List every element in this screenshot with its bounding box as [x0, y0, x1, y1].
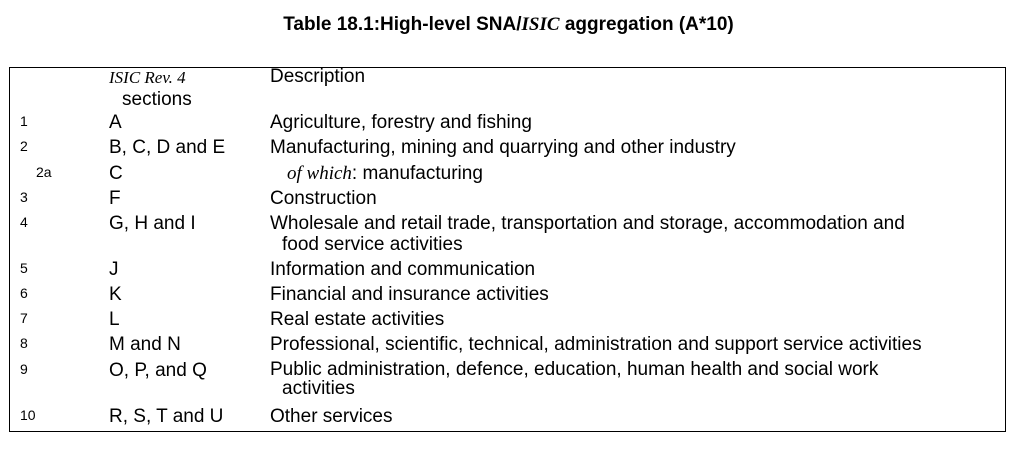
row-description: Manufacturing, mining and quarrying and …	[270, 137, 736, 158]
row-description: Professional, scientific, technical, adm…	[270, 334, 922, 355]
row-description: Construction	[270, 188, 377, 209]
row-description: Other services	[270, 406, 393, 427]
header-isic-rev: ISIC Rev. 4	[109, 68, 186, 87]
row-sections: O, P, and Q	[109, 360, 207, 381]
header-sections: sections	[122, 89, 192, 110]
table-title-prefix: Table 18.1:High-level SNA/	[283, 14, 522, 35]
row-number: 4	[20, 214, 28, 230]
row-description-line1: Wholesale and retail trade, transportati…	[270, 213, 905, 234]
row-sections: C	[109, 163, 123, 184]
row-sections: K	[109, 284, 122, 305]
row-number: 10	[20, 407, 36, 423]
row-number: 9	[20, 361, 28, 377]
row-number: 1	[20, 113, 28, 129]
row-sections: M and N	[109, 334, 181, 355]
row-description: of which: manufacturing	[270, 163, 1017, 184]
row-number: 2a	[36, 164, 52, 180]
row-sections: B, C, D and E	[109, 137, 226, 158]
table-title: Table 18.1:High-level SNA/ISIC aggregati…	[0, 14, 1017, 36]
row-sections: J	[109, 259, 119, 280]
row-description-line1: Public administration, defence, educatio…	[270, 359, 879, 380]
table-title-isic: ISIC	[521, 14, 560, 35]
row-number: 6	[20, 285, 28, 301]
row-description-italic: of which	[287, 163, 352, 184]
row-description-line2: food service activities	[282, 234, 463, 255]
row-number: 5	[20, 260, 28, 276]
row-sections: A	[109, 112, 122, 133]
header-description: Description	[270, 66, 366, 87]
row-description: Information and communication	[270, 259, 536, 280]
row-number: 2	[20, 138, 28, 154]
row-number: 8	[20, 335, 28, 351]
row-number: 3	[20, 189, 28, 205]
row-description-line2: activities	[282, 378, 355, 399]
row-description: Real estate activities	[270, 309, 445, 330]
row-description: Public administration, defence, educatio…	[270, 360, 1000, 398]
row-sections: R, S, T and U	[109, 406, 224, 427]
aggregation-table: ISIC Rev. 4 sections Description 1 A Agr…	[9, 66, 1006, 432]
row-sections: L	[109, 309, 120, 330]
row-description-rest: : manufacturing	[351, 163, 483, 184]
row-description: Wholesale and retail trade, transportati…	[270, 213, 1000, 255]
table-title-suffix: aggregation (A*10)	[559, 14, 734, 35]
row-number: 7	[20, 310, 28, 326]
row-sections: G, H and I	[109, 213, 196, 234]
row-description: Agriculture, forestry and fishing	[270, 112, 532, 133]
row-sections: F	[109, 188, 121, 209]
row-description: Financial and insurance activities	[270, 284, 549, 305]
